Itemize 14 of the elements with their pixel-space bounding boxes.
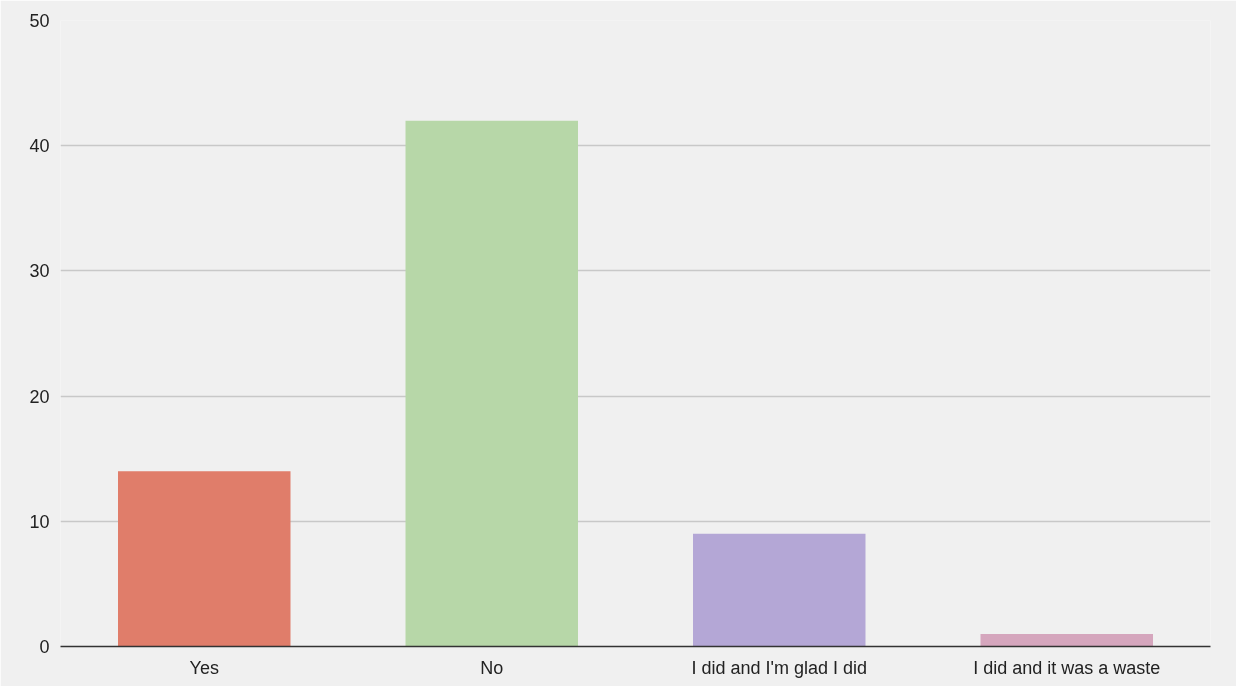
y-tick-label: 50 bbox=[29, 11, 50, 31]
x-tick-label: I did and it was a waste bbox=[973, 657, 1161, 678]
y-tick-label: 40 bbox=[29, 136, 50, 157]
y-tick-label: 20 bbox=[29, 386, 50, 407]
bar bbox=[693, 533, 866, 647]
x-tick-label: Yes bbox=[189, 657, 219, 678]
bar bbox=[405, 120, 578, 647]
bar bbox=[118, 471, 291, 647]
y-tick-label: 10 bbox=[29, 511, 50, 532]
y-tick-label: 0 bbox=[39, 637, 50, 657]
x-tick-label: No bbox=[480, 657, 504, 678]
y-tick-label: 30 bbox=[29, 261, 50, 282]
x-tick-label: I did and I'm glad I did bbox=[691, 657, 868, 678]
bar bbox=[980, 633, 1153, 647]
